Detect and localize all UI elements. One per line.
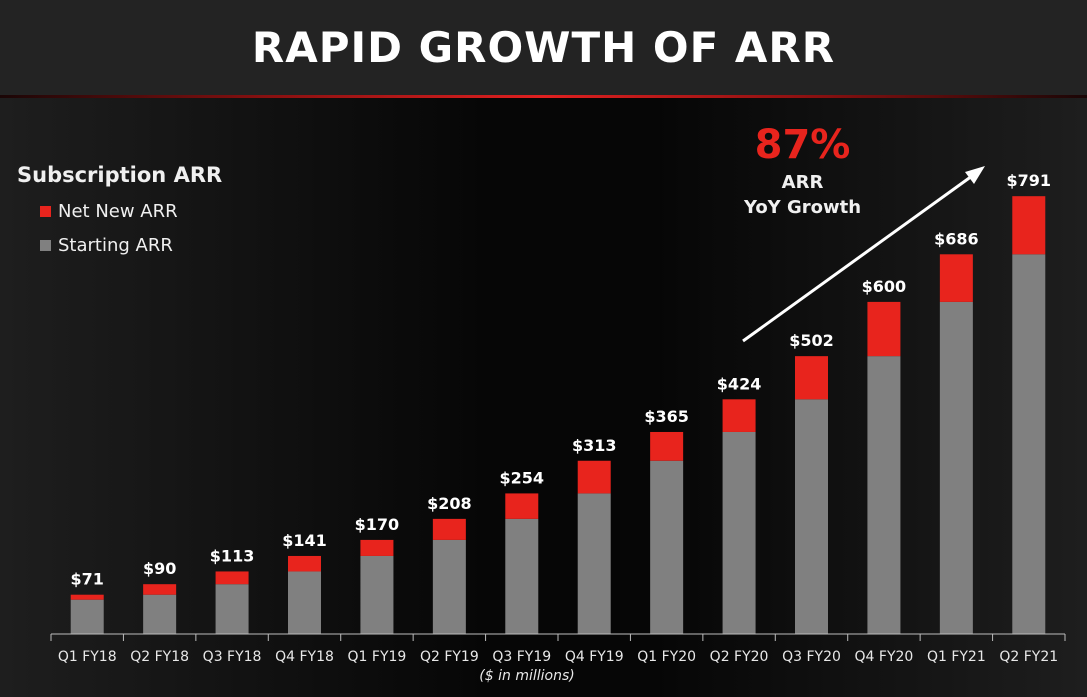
growth-callout: 87% ARR YoY Growth <box>700 120 905 220</box>
bar-total-label: $313 <box>572 436 617 455</box>
header-divider <box>0 95 1087 98</box>
bar-net-new-arr <box>505 493 539 519</box>
bar-starting-arr <box>288 571 321 634</box>
legend-label-starting: Starting ARR <box>58 235 173 256</box>
bar-total-label: $71 <box>71 570 104 589</box>
bar-total-label: $90 <box>143 559 176 578</box>
legend-title: Subscription ARR <box>17 163 223 187</box>
bar-total-label: $141 <box>282 531 327 550</box>
bar-total-label: $686 <box>934 229 979 248</box>
bar-net-new-arr <box>432 518 466 540</box>
bar-starting-arr <box>215 584 249 634</box>
x-tick-label: Q1 FY21 <box>927 649 986 665</box>
growth-percent: 87% <box>754 122 851 168</box>
bar-starting-arr <box>577 493 611 634</box>
bar-net-new-arr <box>143 584 177 595</box>
x-tick-label: Q3 FY20 <box>782 649 841 665</box>
bar-starting-arr <box>722 431 756 634</box>
x-tick-label: Q1 FY18 <box>58 649 117 665</box>
bar-net-new-arr <box>795 356 828 400</box>
content-background <box>0 98 1087 697</box>
bar-net-new-arr <box>577 460 611 494</box>
x-tick-label: Q2 FY20 <box>710 649 769 665</box>
bar-net-new-arr <box>360 539 394 556</box>
legend-label-net-new: Net New ARR <box>58 201 178 222</box>
bar-net-new-arr <box>215 571 249 585</box>
bar-starting-arr <box>360 555 394 634</box>
growth-label-line1: ARR <box>781 172 824 193</box>
legend-swatch-net-new <box>40 206 51 217</box>
x-tick-label: Q3 FY19 <box>492 649 551 665</box>
bar-total-label: $502 <box>789 331 834 350</box>
bar-net-new-arr <box>867 301 901 357</box>
x-tick-label: Q2 FY18 <box>130 649 189 665</box>
bar-net-new-arr <box>650 431 684 461</box>
chart-legend: Subscription ARR Net New ARR Starting AR… <box>17 163 222 269</box>
x-tick-label: Q4 FY20 <box>855 649 914 665</box>
bar-starting-arr <box>795 399 828 634</box>
bar-starting-arr <box>70 599 104 634</box>
bar-total-label: $170 <box>355 515 400 534</box>
growth-arrow-line <box>742 174 973 343</box>
bar-starting-arr <box>867 356 901 634</box>
bar-starting-arr <box>505 518 539 634</box>
bar-total-label: $791 <box>1007 171 1052 190</box>
x-tick-label: Q2 FY19 <box>420 649 479 665</box>
bar-total-label: $208 <box>427 494 472 513</box>
units-note: ($ in millions) <box>479 668 575 684</box>
page-title: RAPID GROWTH OF ARR <box>251 23 836 72</box>
bar-starting-arr <box>939 301 973 634</box>
x-tick-label: Q3 FY18 <box>203 649 262 665</box>
bar-net-new-arr <box>1012 196 1046 255</box>
x-tick-label: Q2 FY21 <box>999 649 1058 665</box>
x-tick-label: Q4 FY19 <box>565 649 624 665</box>
growth-arrow-head <box>965 166 985 184</box>
bar-net-new-arr <box>722 399 756 432</box>
bar-total-label: $424 <box>717 374 762 393</box>
bar-net-new-arr <box>288 555 321 572</box>
bar-total-label: $254 <box>500 468 545 487</box>
bar-total-label: $365 <box>644 407 689 426</box>
x-tick-label: Q1 FY20 <box>637 649 696 665</box>
bar-total-label: $600 <box>862 277 907 296</box>
bar-starting-arr <box>650 460 684 634</box>
bar-starting-arr <box>143 594 177 634</box>
bar-starting-arr <box>1012 254 1046 634</box>
legend-item-net-new: Net New ARR <box>40 201 222 222</box>
legend-item-starting: Starting ARR <box>40 235 222 256</box>
bar-starting-arr <box>432 539 466 634</box>
growth-label-line2: YoY Growth <box>743 197 862 218</box>
bar-net-new-arr <box>939 254 973 302</box>
legend-swatch-starting <box>40 240 51 251</box>
bar-net-new-arr <box>70 594 104 600</box>
bar-total-label: $113 <box>210 546 255 565</box>
header-bar: RAPID GROWTH OF ARR <box>0 0 1087 95</box>
x-tick-label: Q1 FY19 <box>348 649 407 665</box>
x-tick-label: Q4 FY18 <box>275 649 334 665</box>
